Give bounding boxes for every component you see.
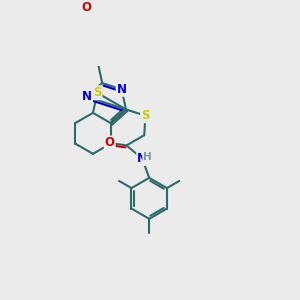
Text: S: S (141, 109, 150, 122)
Text: S: S (93, 86, 101, 99)
Text: N: N (117, 83, 127, 96)
Text: methoxy: methoxy (82, 1, 88, 2)
Text: N: N (82, 90, 92, 103)
Text: O: O (81, 2, 91, 14)
Text: N: N (137, 152, 147, 165)
Text: O: O (105, 136, 115, 149)
Text: H: H (143, 152, 152, 162)
